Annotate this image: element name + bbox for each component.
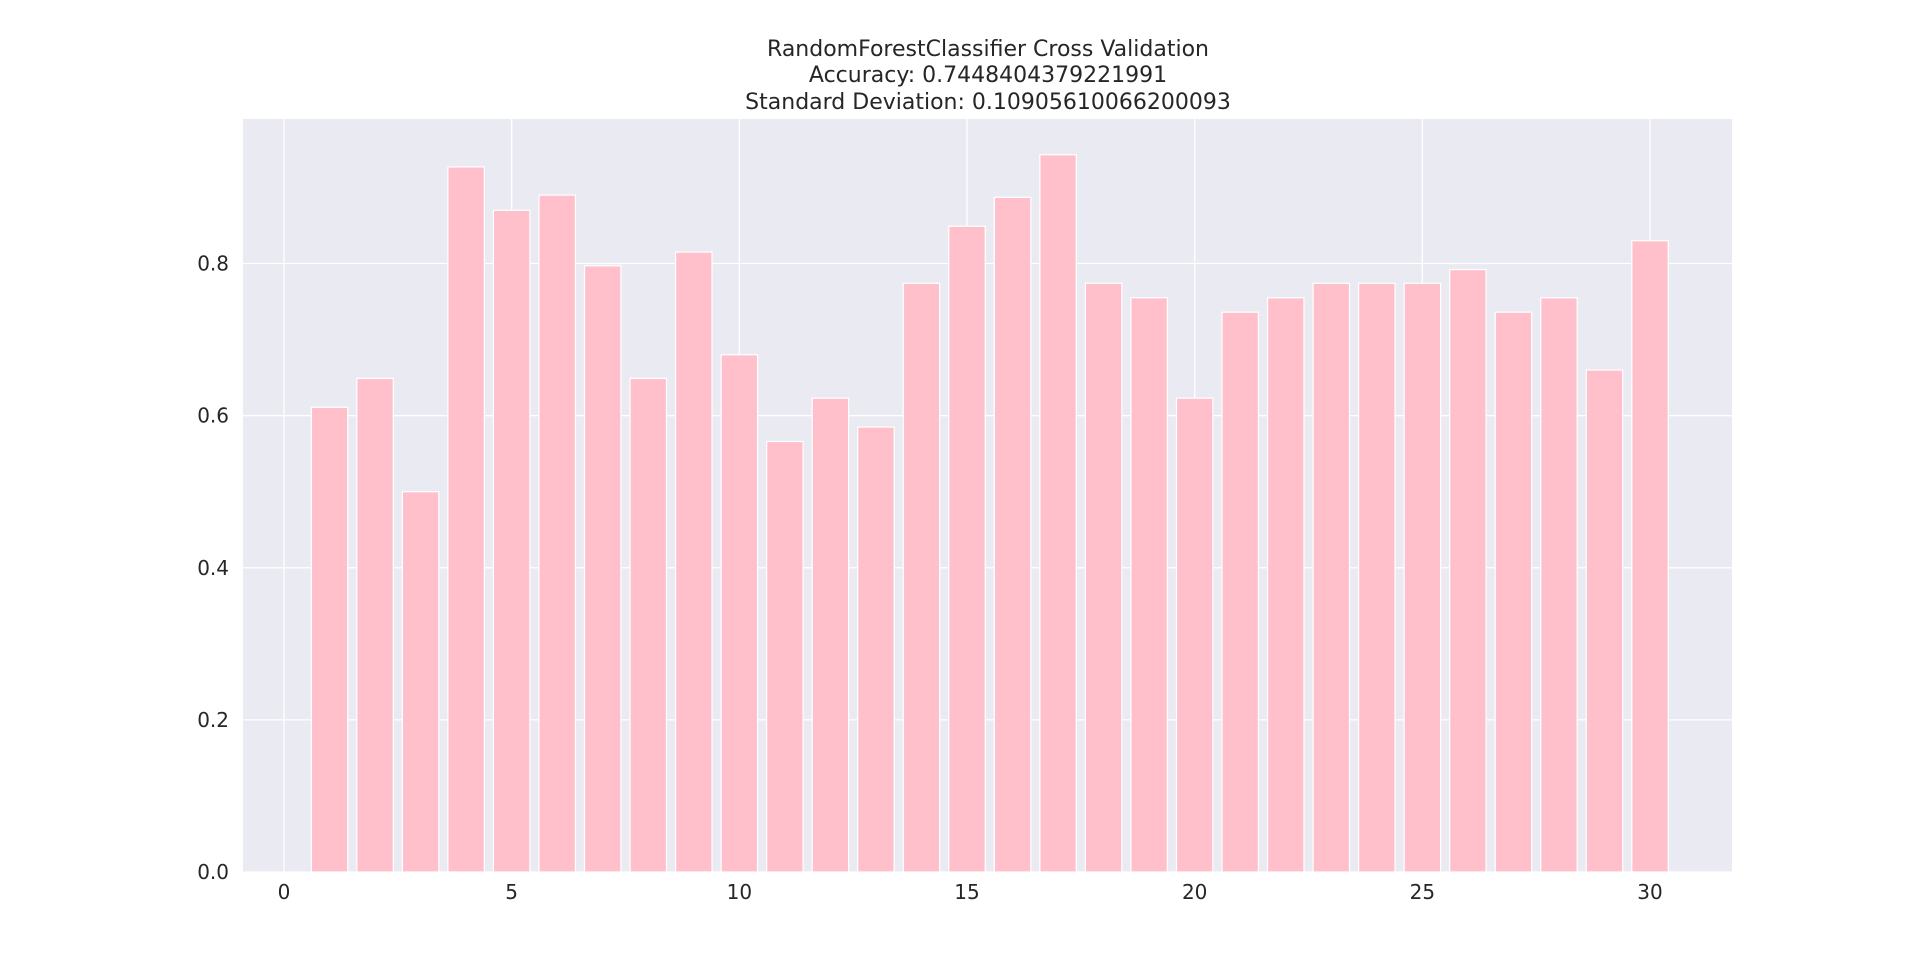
bar-fold-28: [1540, 297, 1578, 873]
bar-fold-13: [857, 426, 895, 873]
bar-fold-8: [629, 377, 668, 873]
bar-fold-14: [902, 282, 941, 873]
x-tick-label: 20: [1182, 880, 1207, 904]
bar-fold-23: [1312, 282, 1351, 873]
bar-fold-19: [1130, 297, 1168, 873]
bar-fold-29: [1585, 369, 1624, 873]
y-tick-label: 0.0: [197, 860, 229, 884]
bar-fold-30: [1631, 240, 1669, 873]
bar-fold-21: [1221, 311, 1260, 873]
chart-title-line-2: Accuracy: 0.7448404379221991: [809, 63, 1167, 88]
y-tick-label: 0.4: [197, 556, 229, 580]
bars: [310, 154, 1669, 873]
chart-title-line-3: Standard Deviation: 0.10905610066200093: [745, 90, 1231, 115]
x-tick-label: 5: [505, 880, 518, 904]
bar-fold-20: [1175, 397, 1214, 873]
bar-fold-3: [401, 491, 440, 873]
bar-fold-12: [811, 397, 850, 873]
bar-fold-10: [720, 354, 759, 873]
bar-fold-11: [766, 440, 804, 873]
bar-fold-2: [356, 377, 394, 873]
bar-fold-18: [1084, 282, 1123, 873]
x-axis-ticks: 0 5 10 15 20 25 30: [278, 880, 1663, 904]
bar-fold-1: [310, 406, 349, 873]
bar-fold-25: [1403, 282, 1442, 873]
x-tick-label: 10: [727, 880, 752, 904]
bar-fold-7: [583, 265, 622, 873]
x-tick-label: 30: [1637, 880, 1662, 904]
bar-fold-22: [1266, 297, 1305, 873]
y-axis-ticks: 0.0 0.2 0.4 0.6 0.8: [197, 252, 229, 884]
bar-fold-5: [492, 209, 531, 873]
bar-fold-16: [993, 196, 1032, 873]
y-tick-label: 0.2: [197, 708, 229, 732]
bar-fold-26: [1449, 269, 1487, 873]
bar-fold-17: [1039, 154, 1077, 873]
bar-fold-24: [1358, 282, 1396, 873]
bar-fold-15: [948, 225, 986, 873]
x-tick-label: 0: [278, 880, 291, 904]
x-tick-label: 25: [1410, 880, 1435, 904]
bar-fold-6: [538, 194, 577, 873]
bar-fold-9: [674, 251, 713, 873]
y-tick-label: 0.6: [197, 404, 229, 428]
chart-title-line-1: RandomForestClassifier Cross Validation: [767, 37, 1209, 62]
y-tick-label: 0.8: [197, 252, 229, 276]
bar-fold-27: [1494, 311, 1533, 873]
x-tick-label: 15: [954, 880, 979, 904]
chart-title: RandomForestClassifier Cross Validation …: [745, 37, 1231, 115]
bar-fold-4: [447, 166, 485, 873]
